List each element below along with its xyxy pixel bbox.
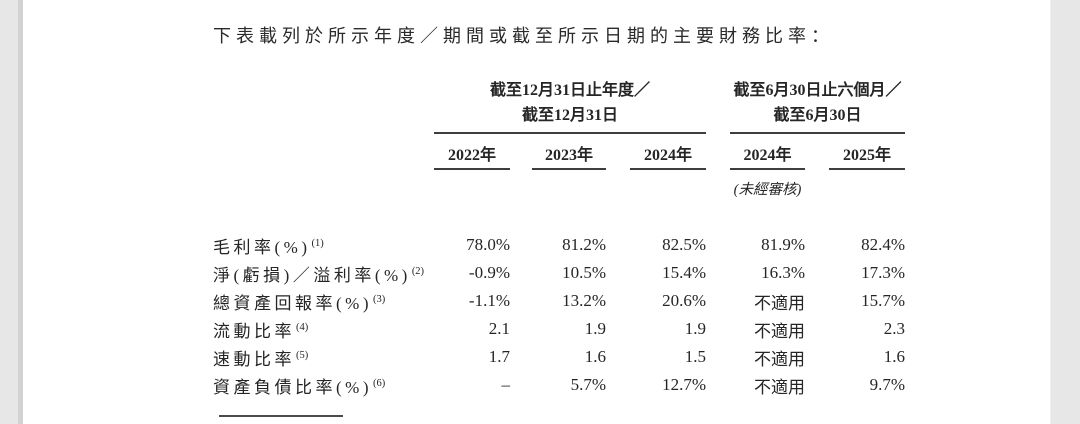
- ratio-value: 82.5%: [662, 235, 707, 254]
- ratio-value: 5.7%: [570, 375, 606, 394]
- page-left-edge: [18, 0, 23, 424]
- period-group-interim-line1: 截至6月30日止六個月／: [733, 82, 902, 99]
- ratio-value: 15.7%: [861, 291, 906, 310]
- ratio-value: 1.5: [684, 347, 707, 366]
- period-group-header-row: 截至12月31日止年度／ 截至12月31日 截至6月30日止六個月／ 截至6月3…: [213, 78, 906, 134]
- year-header-2023: 2023年: [532, 133, 606, 170]
- ratio-value: 1.6: [883, 347, 906, 366]
- viewer-gutter-left: [0, 0, 18, 424]
- document-page: 下表載列於所示年度／期間或截至所示日期的主要財務比率： 截至12月31日止年度／…: [23, 0, 1050, 424]
- ratio-value: 12.7%: [662, 375, 707, 394]
- row-label: 資產負債比率(%)(6): [213, 371, 434, 399]
- table-row-gross-margin: 毛利率(%)(1) 78.0% 81.2% 82.5% 81.9% 82.4%: [213, 231, 905, 259]
- year-header-2025: 2025年: [829, 133, 906, 170]
- table-row-quick-ratio: 速動比率(5) 1.7 1.6 1.5 不適用 1.6: [213, 343, 905, 371]
- year-header-2024-interim: 2024年: [730, 133, 806, 170]
- row-label-text: 淨(虧損)／溢利率(%): [213, 265, 411, 285]
- row-label: 流動比率(4): [213, 315, 434, 343]
- footnote-separator: [219, 415, 343, 417]
- row-label-text: 毛利率(%): [213, 237, 311, 257]
- ratio-value: 81.9%: [761, 235, 806, 254]
- row-label-text: 資產負債比率(%): [213, 377, 372, 397]
- ratio-value: 不適用: [754, 321, 806, 341]
- ratio-value: 10.5%: [562, 263, 606, 282]
- period-group-annual-line2: 截至12月31日: [522, 107, 619, 124]
- ratio-value: 1.6: [584, 347, 606, 366]
- financial-ratios-table: 截至12月31日止年度／ 截至12月31日 截至6月30日止六個月／ 截至6月3…: [213, 78, 906, 399]
- table-row-net-margin: 淨(虧損)／溢利率(%)(2) -0.9% 10.5% 15.4% 16.3% …: [213, 259, 905, 287]
- year-header-2024: 2024年: [630, 133, 707, 170]
- row-label: 速動比率(5): [213, 343, 434, 371]
- row-label-text: 速動比率: [213, 349, 295, 369]
- ratio-value: 17.3%: [861, 263, 906, 282]
- year-header-2022: 2022年: [434, 133, 510, 170]
- period-group-interim: 截至6月30日止六個月／ 截至6月30日: [730, 78, 906, 134]
- table-row-gearing-ratio: 資產負債比率(%)(6) – 5.7% 12.7% 不適用 9.7%: [213, 371, 905, 399]
- period-group-interim-line2: 截至6月30日: [773, 107, 862, 124]
- ratio-value: 82.4%: [861, 235, 906, 254]
- footnote-marker: (6): [372, 377, 386, 389]
- ratio-value: 13.2%: [562, 291, 606, 310]
- period-group-annual-line1: 截至12月31日止年度／: [490, 82, 651, 99]
- footnote-marker: (3): [372, 293, 386, 305]
- footnote-marker: (5): [296, 349, 309, 361]
- row-label-text: 流動比率: [213, 321, 295, 341]
- intro-text: 下表載列於所示年度／期間或截至所示日期的主要財務比率：: [213, 26, 834, 46]
- unaudited-note: (未經審核): [733, 182, 802, 198]
- row-label: 總資產回報率(%)(3): [213, 287, 434, 315]
- table-row-current-ratio: 流動比率(4) 2.1 1.9 1.9 不適用 2.3: [213, 315, 905, 343]
- ratio-value: 不適用: [754, 349, 806, 369]
- ratio-value: 不適用: [754, 293, 806, 313]
- row-label: 淨(虧損)／溢利率(%)(2): [213, 259, 434, 287]
- ratio-value: 16.3%: [761, 263, 806, 282]
- ratio-value: -0.9%: [468, 263, 510, 282]
- ratio-value: –: [501, 375, 511, 394]
- viewer-gutter-right: [1050, 0, 1080, 424]
- footnote-marker: (2): [411, 265, 425, 277]
- period-group-annual: 截至12月31日止年度／ 截至12月31日: [434, 78, 707, 134]
- ratio-value: 9.7%: [869, 375, 906, 394]
- ratio-value: 15.4%: [662, 263, 707, 282]
- ratio-value: -1.1%: [468, 291, 510, 310]
- ratio-value: 2.3: [883, 319, 906, 338]
- ratio-value: 1.7: [488, 347, 510, 366]
- unaudited-note-row: (未經審核): [213, 169, 905, 199]
- ratio-value: 20.6%: [662, 291, 707, 310]
- row-label-text: 總資產回報率(%): [213, 293, 372, 313]
- ratio-value: 1.9: [684, 319, 707, 338]
- table-row-return-on-assets: 總資產回報率(%)(3) -1.1% 13.2% 20.6% 不適用 15.7%: [213, 287, 905, 315]
- spacer-row: [213, 199, 905, 231]
- footnote-marker: (1): [311, 237, 324, 249]
- row-label: 毛利率(%)(1): [213, 231, 434, 259]
- ratio-value: 2.1: [488, 319, 510, 338]
- ratio-value: 81.2%: [562, 235, 606, 254]
- footnote-marker: (4): [296, 321, 309, 333]
- ratio-value: 1.9: [584, 319, 606, 338]
- year-header-row: 2022年 2023年 2024年 2024年 2025年: [213, 133, 906, 170]
- ratio-value: 78.0%: [466, 235, 510, 254]
- ratio-value: 不適用: [754, 377, 806, 397]
